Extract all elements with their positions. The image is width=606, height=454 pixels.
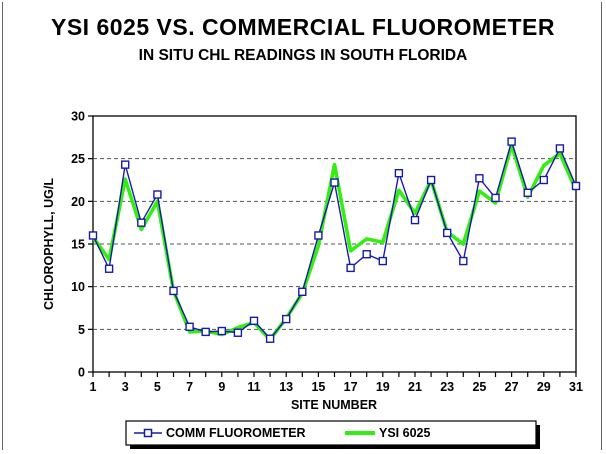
x-tick-label-11: 11 [247, 380, 260, 394]
x-tick-label-19: 19 [376, 380, 390, 394]
point-comm-fluorometer-20 [394, 168, 404, 178]
legend: COMM FLUOROMETER YSI 6025 [125, 420, 540, 449]
point-comm-fluorometer-24 [459, 256, 468, 266]
x-tick-label-29: 29 [537, 380, 551, 394]
point-comm-fluorometer-7 [185, 322, 194, 331]
point-comm-fluorometer-15 [314, 231, 323, 240]
point-comm-fluorometer-18 [362, 250, 371, 259]
point-comm-fluorometer-13 [282, 314, 291, 324]
y-tick-label-20: 20 [71, 195, 85, 209]
point-comm-fluorometer-11 [249, 316, 259, 325]
x-tick-label-17: 17 [344, 380, 358, 394]
y-tick-label-15: 15 [71, 238, 85, 252]
point-comm-fluorometer-4 [137, 218, 146, 227]
y-tick-label-25: 25 [71, 152, 85, 166]
point-comm-fluorometer-29 [539, 175, 548, 185]
point-comm-fluorometer-28 [523, 188, 532, 198]
chart-title: YSI 6025 VS. COMMERCIAL FLUOROMETER [51, 14, 555, 40]
y-axis: 0 5 10 15 20 25 30 [71, 110, 93, 380]
point-comm-fluorometer-14 [298, 287, 307, 296]
point-comm-fluorometer-31 [571, 181, 581, 191]
x-tick-label-9: 9 [218, 380, 225, 394]
point-comm-fluorometer-17 [346, 263, 355, 273]
series-lines [88, 137, 581, 343]
x-axis: 1 3 5 7 9 11 13 15 17 19 21 23 25 27 29 31 [90, 372, 583, 394]
point-comm-fluorometer-30 [555, 144, 565, 153]
x-tick-label-5: 5 [154, 380, 161, 394]
point-comm-fluorometer-8 [201, 327, 210, 337]
point-comm-fluorometer-10 [233, 328, 243, 337]
point-comm-fluorometer-9 [217, 326, 227, 336]
chart-frame [2, 2, 602, 450]
y-tick-label-10: 10 [71, 280, 85, 294]
point-comm-fluorometer-16 [330, 178, 339, 187]
x-tick-label-3: 3 [122, 380, 129, 394]
x-tick-label-23: 23 [440, 380, 454, 394]
y-tick-label-0: 0 [78, 366, 85, 380]
point-comm-fluorometer-19 [378, 256, 387, 266]
point-comm-fluorometer-26 [491, 193, 500, 203]
point-comm-fluorometer-21 [410, 215, 420, 225]
legend-box [125, 420, 537, 446]
point-comm-fluorometer-22 [426, 175, 436, 185]
point-comm-fluorometer-5 [153, 190, 162, 199]
x-tick-label-27: 27 [505, 380, 519, 394]
legend-swatch-comm-fluorometer-marker [143, 428, 153, 438]
x-tick-label-25: 25 [472, 380, 486, 394]
chart-subtitle: IN SITU CHL READINGS IN SOUTH FLORIDA [138, 47, 468, 64]
point-comm-fluorometer-3 [120, 160, 130, 169]
legend-label-comm-fluorometer: COMM FLUOROMETER [166, 426, 306, 440]
point-comm-fluorometer-2 [104, 264, 114, 273]
point-comm-fluorometer-23 [443, 228, 452, 238]
y-tick-label-5: 5 [78, 323, 85, 337]
point-comm-fluorometer-1 [88, 231, 98, 240]
point-comm-fluorometer-27 [507, 137, 516, 146]
x-tick-label-21: 21 [408, 380, 422, 394]
y-axis-label: CHLOROPHYLL, UG/L [42, 178, 56, 310]
x-tick-label-13: 13 [279, 380, 293, 394]
x-tick-label-31: 31 [569, 380, 583, 394]
x-tick-label-1: 1 [90, 380, 97, 394]
x-tick-label-15: 15 [311, 380, 325, 394]
point-comm-fluorometer-12 [265, 334, 275, 343]
point-comm-fluorometer-25 [475, 174, 484, 183]
y-tick-label-30: 30 [71, 110, 85, 124]
x-axis-label: SITE NUMBER [291, 398, 377, 412]
legend-label-ysi-6025: YSI 6025 [379, 426, 430, 440]
x-tick-label-7: 7 [186, 380, 193, 394]
point-comm-fluorometer-6 [169, 286, 178, 296]
